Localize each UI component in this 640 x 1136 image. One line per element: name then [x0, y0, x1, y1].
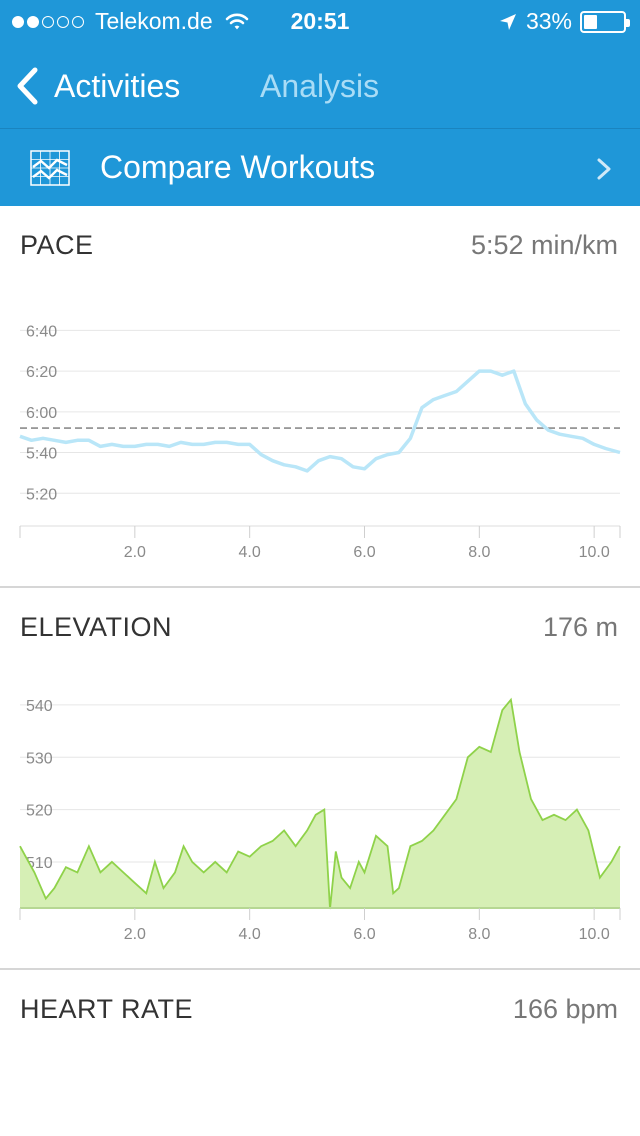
signal-dot — [72, 15, 84, 28]
battery-percentage: 33% — [525, 8, 572, 34]
x-tick-label: 10.0 — [579, 926, 610, 943]
back-button-label: Activities — [54, 67, 181, 104]
elevation-section: ELEVATION 176 m 540 530 520 510 2.0 4.0 6.0 8.0… — [0, 588, 640, 968]
y-tick-label: 540 — [26, 698, 53, 715]
battery-icon — [580, 10, 630, 33]
back-button[interactable]: Activities — [14, 64, 180, 108]
compare-workouts-label: Compare Workouts — [100, 149, 376, 185]
pace-section: PACE 5:52 min/km 6:40 6:20 6:00 5:40 5:20 2.0… — [0, 206, 640, 588]
status-time: 20:51 — [290, 8, 350, 34]
y-tick-label: 520 — [26, 803, 53, 820]
y-tick-label: 5:20 — [26, 486, 57, 503]
y-tick-label: 6:20 — [26, 364, 57, 381]
carrier-name: Telekom.de — [95, 8, 213, 34]
signal-strength-icon — [12, 15, 87, 28]
status-bar: Telekom.de 20:51 33% — [0, 0, 640, 40]
x-tick-label: 8.0 — [468, 926, 490, 943]
section-divider — [0, 968, 640, 970]
x-tick-label: 8.0 — [468, 544, 490, 561]
y-tick-label: 530 — [26, 750, 53, 767]
y-tick-label: 6:40 — [26, 323, 57, 340]
section-divider — [0, 586, 640, 588]
status-right: 33% — [498, 8, 630, 35]
x-tick-label: 2.0 — [124, 926, 146, 943]
x-tick-label: 4.0 — [239, 926, 261, 943]
x-tick-label: 6.0 — [353, 926, 375, 943]
x-tick-label: 10.0 — [579, 544, 610, 561]
signal-dot — [42, 15, 54, 28]
elevation-title: ELEVATION — [20, 612, 173, 642]
elevation-line — [19, 697, 621, 910]
nav-divider — [0, 128, 640, 129]
y-tick-label: 5:40 — [26, 446, 57, 463]
wifi-icon — [225, 13, 248, 29]
signal-dot — [12, 15, 24, 28]
signal-dot — [27, 15, 39, 28]
x-tick-label: 6.0 — [353, 544, 375, 561]
pace-line — [19, 369, 621, 473]
y-tick-label: 6:00 — [26, 405, 57, 422]
heart-rate-title: HEART RATE — [20, 994, 194, 1024]
signal-dot — [57, 15, 69, 28]
status-left: Telekom.de — [12, 8, 249, 35]
battery-fill — [584, 14, 597, 29]
navigation-bar: Activities Analysis — [0, 40, 640, 128]
chevron-left-icon — [17, 67, 38, 105]
battery-nub — [626, 18, 630, 27]
app-header: Telekom.de 20:51 33% Activities — [0, 0, 640, 206]
page-title: Analysis — [260, 68, 380, 104]
pace-chart: 6:40 6:20 6:00 5:40 5:20 2.0 4.0 6.0 8.0 10.0 — [19, 323, 621, 561]
heart-rate-section: HEART RATE 166 bpm — [0, 970, 640, 1136]
elevation-value: 176 m — [542, 612, 618, 642]
x-tick-label: 4.0 — [239, 544, 261, 561]
compare-chart-icon — [30, 149, 70, 186]
heart-rate-value: 166 bpm — [512, 994, 618, 1024]
pace-title: PACE — [20, 230, 94, 260]
pace-value: 5:52 min/km — [470, 230, 618, 260]
location-arrow-icon — [499, 13, 516, 30]
compare-workouts-row[interactable]: Compare Workouts — [0, 129, 640, 206]
chevron-right-icon — [597, 158, 611, 180]
x-tick-label: 2.0 — [124, 544, 146, 561]
elevation-area — [20, 699, 620, 909]
